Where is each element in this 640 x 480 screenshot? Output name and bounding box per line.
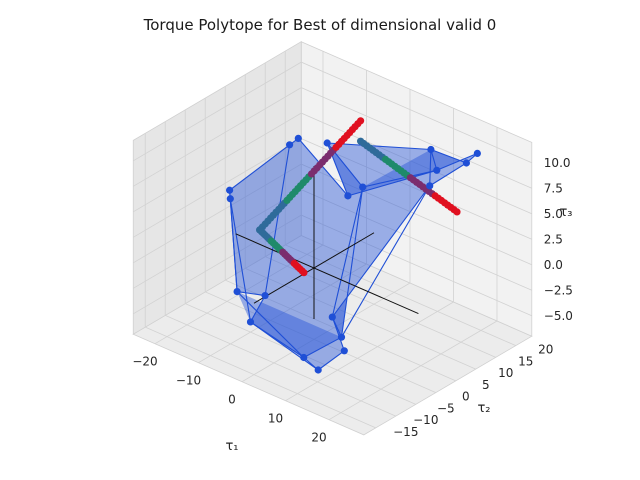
polytope-vertex [433,166,441,174]
grid-line-y [164,121,396,417]
polytope-edge [331,186,364,318]
polytope-edge [327,142,431,151]
y-tick-label: −15 [393,425,418,439]
polytope-edge [430,148,467,164]
polytope-vertex [426,182,434,190]
grid-line-y [244,74,476,370]
trajectory-point [300,269,308,277]
polytope-edge [264,144,291,296]
z-tick-label: −5.0 [544,309,573,323]
y-tick-label: 10 [498,366,513,380]
polytope-edge [331,316,343,338]
polytope-vertex [462,159,470,167]
polytope-edge [303,336,342,358]
x-axis-label: τ₁ [225,439,238,454]
x-tick-label: 10 [268,412,283,426]
grid-line-y [224,86,456,382]
grid-line-z [133,214,532,317]
y-tick-label: −10 [413,413,438,427]
polytope-edge [237,291,266,297]
z-tick-label: 5.0 [544,207,563,221]
polytope-vertex [286,141,294,149]
polytope-vertex [323,139,331,147]
grid-line-x [285,108,454,402]
polytope-edge [347,169,437,197]
z-tick-label: −2.5 [544,283,573,297]
grid-line-y [144,133,376,429]
polytope-vertex [226,195,234,203]
grid-line-y [184,109,416,405]
polytope-vertex [359,183,367,191]
chart-title: Torque Polytope for Best of dimensional … [143,16,497,34]
polytope-edge [317,350,345,371]
polytope-vertex [300,353,308,362]
polytope-edge [341,185,431,338]
polytope-vertex [261,291,269,300]
polytope-edge [362,169,437,188]
polytope-face [250,138,363,358]
polytope-edge [297,138,349,197]
reference-axes [235,166,419,319]
x-tick-label: −20 [132,355,157,369]
grid-line-x [154,51,324,345]
polytope-edge [236,291,305,358]
grid-line-y [204,98,436,393]
z-tick-label: 0.0 [544,258,563,272]
y-tick-label: −5 [437,401,455,415]
grid-line-x [198,70,367,364]
polytope-face [332,149,467,338]
polytope-edge [250,295,266,323]
polytope-edge [430,149,438,171]
y-tick-label: 20 [538,343,553,357]
polytope-vertex [314,366,322,374]
z-tick-label: 10.0 [544,156,571,170]
grid-line-z [133,163,532,266]
x-tick-label: −10 [176,374,201,388]
z-axis-label: τ₃ [559,205,572,220]
polytope-vertex [294,134,302,142]
grid-line-y [284,51,516,346]
grid-line-z [133,87,532,189]
trajectory-point [453,208,461,216]
trajectory-point [357,117,365,125]
polytope-vertex [246,318,255,326]
polytope [229,137,478,371]
grid-line-y [264,62,496,358]
polytope-edge [340,187,364,338]
polytope-vertex [473,149,481,157]
y-axis-label: τ₂ [477,401,490,416]
grid-line-z [133,112,532,215]
grid-lines [133,51,532,429]
polytope-edge [229,190,238,292]
x-tick-label: 20 [311,431,326,445]
polytope-vertex [233,288,241,296]
polytope-face [229,144,290,296]
polytope-vertex [337,333,346,341]
polytope-vertex [340,347,348,355]
y-tick-label: 0 [462,390,470,404]
y-tick-label: 15 [518,354,533,368]
grid-line-x [241,89,411,383]
polytope-edge [429,162,467,187]
trajectory-points [256,117,461,277]
polytope-vertex [427,145,435,154]
polytope-edge [250,321,319,371]
polytope-vertices [226,134,481,374]
polytope-vertex [328,313,336,321]
z-tick-label: 2.5 [544,232,563,246]
polytope-vertex [226,186,234,194]
y-tick-label: 5 [482,378,490,392]
polytope-edge [436,152,478,171]
polytope-edge [331,185,431,318]
z-tick-label: 7.5 [544,181,563,195]
polytope-vertex [344,192,352,200]
reference-axis-x [235,233,419,315]
grid-line-z [133,61,532,164]
polytope-edge [229,144,290,191]
grid-line-x [328,127,498,421]
x-tick-label: 0 [228,393,236,407]
polytope-edge [429,149,432,186]
